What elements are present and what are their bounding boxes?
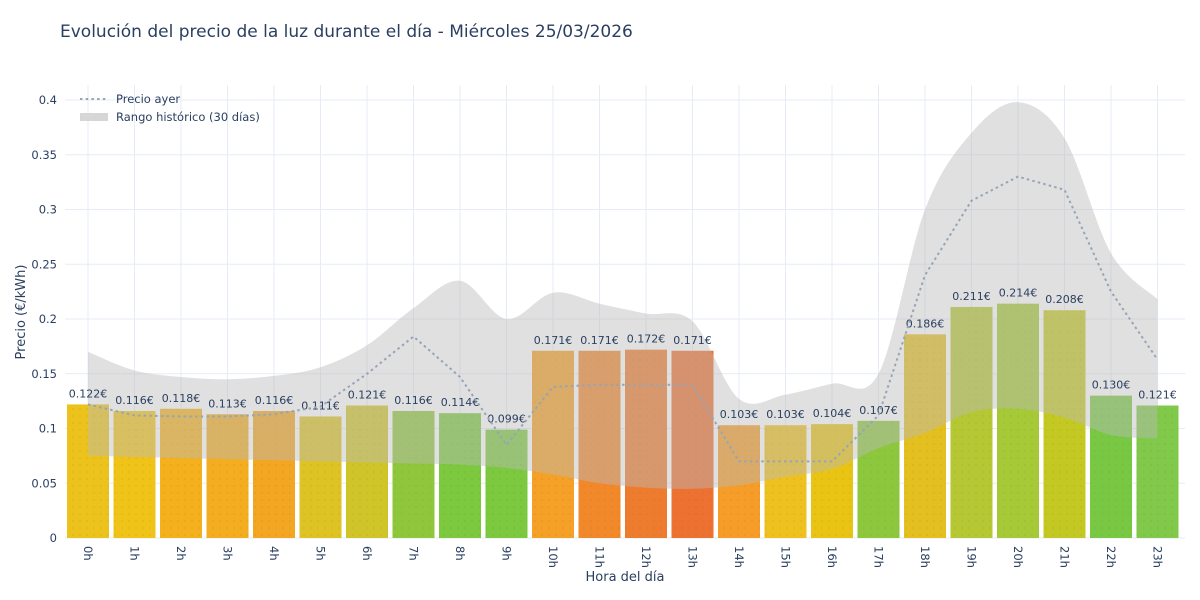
bar-value-9h: 0.099€ — [487, 413, 526, 426]
x-tick-4h: 4h — [267, 546, 281, 561]
bar-value-12h: 0.172€ — [627, 333, 666, 346]
bar-texture-16h — [811, 424, 853, 538]
x-tick-7h: 7h — [407, 546, 421, 561]
x-tick-1h: 1h — [128, 546, 142, 561]
y-tick-0.25: 0.25 — [31, 257, 57, 271]
bar-texture-1h — [113, 410, 156, 538]
bar-value-2h: 0.118€ — [162, 392, 201, 405]
bar-value-1h: 0.116€ — [115, 394, 154, 407]
y-tick-0.35: 0.35 — [31, 148, 57, 162]
x-tick-16h: 16h — [825, 546, 839, 568]
x-tick-13h: 13h — [686, 546, 700, 568]
x-tick-6h: 6h — [360, 546, 374, 561]
bar-value-7h: 0.116€ — [394, 394, 433, 407]
bar-value-15h: 0.103€ — [766, 408, 805, 421]
chart-title: Evolución del precio de la luz durante e… — [60, 22, 633, 42]
bar-texture-15h — [764, 425, 807, 538]
bar-texture-0h — [67, 404, 109, 538]
bar-value-6h: 0.121€ — [348, 389, 387, 402]
legend: Precio ayer Rango histórico (30 días) — [80, 92, 260, 124]
x-tick-8h: 8h — [453, 546, 467, 561]
bar-value-13h: 0.171€ — [673, 334, 712, 347]
legend-band-sample-icon — [80, 113, 108, 121]
bar-value-17h: 0.107€ — [859, 404, 898, 417]
bar-value-4h: 0.116€ — [255, 394, 294, 407]
bar-texture-23h — [1136, 405, 1179, 538]
bar-value-18h: 0.186€ — [906, 317, 945, 330]
x-tick-23h: 23h — [1151, 546, 1165, 568]
y-tick-0.4: 0.4 — [39, 93, 57, 107]
bar-texture-2h — [160, 408, 202, 538]
x-tick-20h: 20h — [1011, 546, 1025, 568]
y-tick-0.2: 0.2 — [39, 312, 57, 326]
bar-texture-3h — [206, 414, 249, 538]
bar-value-3h: 0.113€ — [208, 397, 247, 410]
bar-value-22h: 0.130€ — [1092, 379, 1131, 392]
historical-range-band — [88, 102, 1158, 489]
bar-texture-22h — [1090, 395, 1132, 538]
bar-texture-8h — [439, 413, 481, 538]
bar-texture-9h — [485, 429, 528, 538]
y-tick-0.05: 0.05 — [31, 476, 57, 490]
bar-value-0h: 0.122€ — [69, 387, 108, 400]
bar-texture-18h — [904, 334, 946, 538]
x-tick-9h: 9h — [500, 546, 514, 561]
bar-texture-12h — [625, 349, 667, 538]
bar-value-23h: 0.121€ — [1138, 389, 1177, 402]
x-tick-0h: 0h — [81, 546, 95, 561]
legend-item-precio-ayer[interactable]: Precio ayer — [116, 92, 180, 106]
bar-texture-17h — [857, 420, 900, 538]
bar-value-21h: 0.208€ — [1045, 293, 1084, 306]
bar-texture-7h — [392, 410, 435, 538]
x-tick-11h: 11h — [593, 546, 607, 568]
y-tick-0.15: 0.15 — [31, 367, 57, 381]
x-tick-18h: 18h — [918, 546, 932, 568]
bar-value-8h: 0.114€ — [441, 396, 480, 409]
x-tick-22h: 22h — [1104, 546, 1118, 568]
bar-texture-14h — [718, 425, 760, 538]
x-tick-10h: 10h — [546, 546, 560, 568]
x-tick-15h: 15h — [779, 546, 793, 568]
x-axis-title: Hora del día — [585, 570, 665, 585]
x-tick-14h: 14h — [732, 546, 746, 568]
x-tick-17h: 17h — [872, 546, 886, 568]
bar-texture-20h — [997, 303, 1039, 538]
bar-texture-19h — [950, 306, 993, 538]
yesterday-price-line — [87, 175, 1159, 463]
bar-texture-21h — [1043, 310, 1086, 538]
bar-value-20h: 0.214€ — [999, 287, 1038, 300]
bar-value-14h: 0.103€ — [720, 408, 759, 421]
bar-texture-5h — [299, 416, 342, 538]
bar-texture-11h — [578, 350, 621, 538]
x-tick-3h: 3h — [221, 546, 235, 561]
bar-texture-6h — [346, 405, 388, 538]
y-tick-0.1: 0.1 — [39, 422, 57, 436]
x-tick-12h: 12h — [639, 546, 653, 568]
x-tick-19h: 19h — [965, 546, 979, 568]
bar-texture-13h — [671, 350, 714, 538]
x-tick-21h: 21h — [1058, 546, 1072, 568]
bar-value-11h: 0.171€ — [580, 334, 619, 347]
bar-texture-4h — [253, 410, 295, 538]
bar-value-16h: 0.104€ — [813, 407, 852, 420]
y-tick-0.3: 0.3 — [39, 203, 57, 217]
x-tick-5h: 5h — [314, 546, 328, 561]
bar-value-19h: 0.211€ — [952, 290, 991, 303]
bar-texture-10h — [532, 350, 574, 538]
legend-item-rango-historico[interactable]: Rango histórico (30 días) — [116, 110, 260, 124]
y-tick-0: 0 — [50, 531, 57, 545]
bar-value-10h: 0.171€ — [534, 334, 573, 347]
x-tick-2h: 2h — [174, 546, 188, 561]
y-axis-title: Precio (€/kWh) — [14, 264, 29, 360]
